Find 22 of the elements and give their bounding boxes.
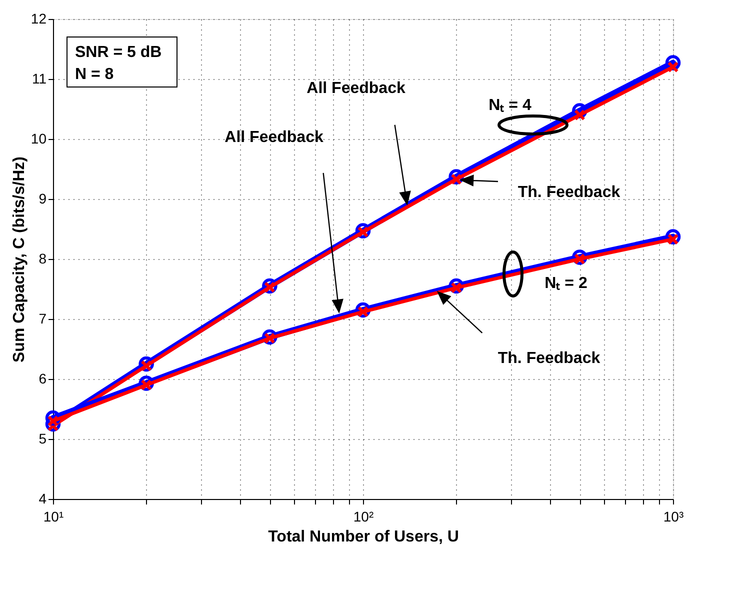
annotation: SNR = 5 dB [75, 44, 162, 61]
annotation: All Feedback [224, 129, 324, 146]
annotation: Th. Feedback [498, 350, 600, 367]
x-tick-label: 10³ [663, 508, 684, 524]
x-tick-label: 10¹ [43, 508, 64, 524]
y-tick-label: 4 [38, 490, 47, 506]
y-tick-label: 10 [30, 130, 47, 146]
y-tick-label: 6 [38, 370, 47, 386]
y-tick-label: 11 [32, 70, 47, 86]
y-tick-label: 8 [38, 250, 47, 266]
x-tick-label: 10² [353, 508, 374, 524]
annotation: Nₜ = 4 [488, 97, 532, 114]
x-axis-title: Total Number of Users, U [268, 528, 459, 546]
annotation: Nₜ = 2 [544, 275, 588, 292]
y-tick-label: 7 [38, 310, 47, 326]
annotation: Th. Feedback [518, 184, 620, 201]
y-tick-label: 12 [30, 10, 47, 26]
y-tick-label: 5 [38, 430, 47, 446]
annotation: All Feedback [306, 80, 406, 97]
y-tick-label: 9 [38, 190, 47, 206]
annotation: N = 8 [75, 66, 114, 83]
y-axis-title: Sum Capacity, C (bits/s/Hz) [10, 156, 28, 362]
